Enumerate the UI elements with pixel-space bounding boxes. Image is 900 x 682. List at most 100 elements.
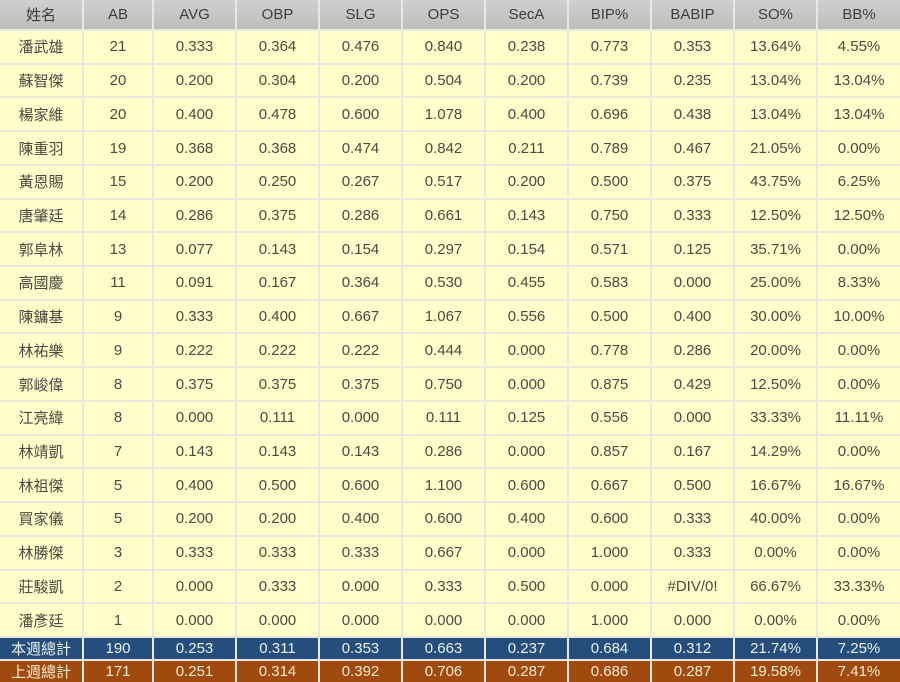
player-name-cell: 郭峻偉: [0, 366, 84, 402]
stat-cell: 21: [82, 29, 154, 65]
stat-cell: 0.375: [235, 197, 320, 234]
player-rows: 潘武雄 21 0.333 0.364 0.476 0.840 0.238 0.773 0.353…: [0, 29, 900, 638]
stat-cell: 0.455: [484, 265, 569, 301]
stat-cell: 20.00%: [733, 332, 818, 369]
stat-cell: 0.000: [152, 568, 237, 605]
stat-cell: 0.222: [152, 332, 237, 369]
stat-cell: 0.143: [235, 231, 320, 268]
stat-cell: 0.368: [152, 130, 237, 166]
stat-cell: 0.600: [401, 501, 486, 537]
stat-cell: 0.600: [567, 501, 652, 537]
player-name-cell: 蘇智傑: [0, 62, 84, 99]
stat-cell: 20: [82, 96, 154, 133]
stat-cell: 0.000: [650, 602, 735, 638]
table-row: 莊駿凱 2 0.000 0.333 0.000 0.333 0.500 0.000 #DIV/0…: [0, 568, 900, 605]
stat-cell: 0.286: [401, 433, 486, 470]
stat-cell: 0.333: [650, 197, 735, 234]
stat-cell: 0.000: [484, 332, 569, 369]
stat-cell: 0.000: [484, 602, 569, 638]
stat-cell: 0.000: [567, 568, 652, 605]
stat-cell: 1.067: [401, 298, 486, 335]
column-header-ab: AB: [82, 0, 154, 31]
stat-cell: 1.078: [401, 96, 486, 133]
player-name-cell: 買家儀: [0, 501, 84, 537]
stat-cell: 0.143: [152, 433, 237, 470]
stat-cell: 0.857: [567, 433, 652, 470]
stat-cell: 0.286: [318, 197, 403, 234]
stat-cell: 4.55%: [816, 29, 900, 65]
total-stat-cell: 171: [82, 659, 154, 682]
table-row: 楊家維 20 0.400 0.478 0.600 1.078 0.400 0.696 0.438…: [0, 96, 900, 133]
stat-cell: 0.530: [401, 265, 486, 301]
table-row: 潘彥廷 1 0.000 0.000 0.000 0.000 0.000 1.000 0.000 0…: [0, 602, 900, 638]
stat-cell: 0.167: [650, 433, 735, 470]
stat-cell: 0.375: [318, 366, 403, 402]
stat-cell: 0.000: [650, 265, 735, 301]
column-header-slg: SLG: [318, 0, 403, 31]
stat-cell: 0.200: [484, 163, 569, 200]
stat-cell: 0.333: [401, 568, 486, 605]
stat-cell: 0.500: [235, 467, 320, 504]
stat-cell: 0.571: [567, 231, 652, 268]
table-row: 林靖凱 7 0.143 0.143 0.143 0.286 0.000 0.857 0.167 1…: [0, 433, 900, 470]
stat-cell: 0.364: [318, 265, 403, 301]
stat-cell: 0.200: [152, 62, 237, 99]
column-header-name: 姓名: [0, 0, 84, 31]
stat-cell: 33.33%: [816, 568, 900, 605]
stat-cell: 0.500: [567, 163, 652, 200]
stat-cell: 0.000: [152, 602, 237, 638]
stat-cell: 40.00%: [733, 501, 818, 537]
stat-cell: 1: [82, 602, 154, 638]
stat-cell: 66.67%: [733, 568, 818, 605]
table-row: 陳鏞基 9 0.333 0.400 0.667 1.067 0.556 0.500 0.400 3…: [0, 298, 900, 335]
stat-cell: 0.400: [318, 501, 403, 537]
total-stat-cell: 0.686: [567, 659, 652, 682]
table-row: 陳重羽 19 0.368 0.368 0.474 0.842 0.211 0.789 0.467…: [0, 130, 900, 166]
stat-cell: 0.00%: [816, 433, 900, 470]
table-row: 郭峻偉 8 0.375 0.375 0.375 0.750 0.000 0.875 0.429 1…: [0, 366, 900, 402]
stat-cell: 0.154: [318, 231, 403, 268]
stat-cell: 0.375: [152, 366, 237, 402]
player-name-cell: 莊駿凱: [0, 568, 84, 605]
stat-cell: 0.00%: [816, 366, 900, 402]
stat-cell: 0.500: [567, 298, 652, 335]
player-name-cell: 林祐樂: [0, 332, 84, 369]
player-name-cell: 林祖傑: [0, 467, 84, 504]
stat-cell: 11: [82, 265, 154, 301]
stat-cell: 0.375: [650, 163, 735, 200]
stat-cell: 0.000: [650, 399, 735, 436]
stat-cell: 0.00%: [816, 501, 900, 537]
stat-cell: 0.333: [152, 298, 237, 335]
player-name-cell: 郭阜林: [0, 231, 84, 268]
stat-cell: 0.667: [401, 534, 486, 571]
stat-cell: 15: [82, 163, 154, 200]
stat-cell: 0.000: [484, 433, 569, 470]
stat-cell: 0.476: [318, 29, 403, 65]
player-name-cell: 唐肇廷: [0, 197, 84, 234]
total-stat-cell: 0.287: [650, 659, 735, 682]
stat-cell: 0.143: [484, 197, 569, 234]
stat-cell: 0.250: [235, 163, 320, 200]
stat-cell: 0.400: [152, 96, 237, 133]
stat-cell: 13: [82, 231, 154, 268]
stat-cell: 1.000: [567, 602, 652, 638]
stat-cell: 7: [82, 433, 154, 470]
total-stat-cell: 0.287: [484, 659, 569, 682]
stat-cell: 13.04%: [733, 62, 818, 99]
column-header-ops: OPS: [401, 0, 486, 31]
stat-cell: 0.000: [152, 399, 237, 436]
table-row: 林祖傑 5 0.400 0.500 0.600 1.100 0.600 0.667 0.500 1…: [0, 467, 900, 504]
stat-cell: 0.200: [318, 62, 403, 99]
total-stat-cell: 0.312: [650, 636, 735, 661]
stat-cell: 0.091: [152, 265, 237, 301]
stat-cell: 0.111: [235, 399, 320, 436]
stat-cell: 25.00%: [733, 265, 818, 301]
table-row: 高國慶 11 0.091 0.167 0.364 0.530 0.455 0.583 0.000…: [0, 265, 900, 301]
stat-cell: 0.600: [318, 96, 403, 133]
player-name-cell: 潘彥廷: [0, 602, 84, 638]
stat-cell: 33.33%: [733, 399, 818, 436]
table-row: 黃恩賜 15 0.200 0.250 0.267 0.517 0.200 0.500 0.375…: [0, 163, 900, 200]
stat-cell: 0.556: [484, 298, 569, 335]
stat-cell: 0.556: [567, 399, 652, 436]
table-row: 蘇智傑 20 0.200 0.304 0.200 0.504 0.200 0.739 0.235…: [0, 62, 900, 99]
